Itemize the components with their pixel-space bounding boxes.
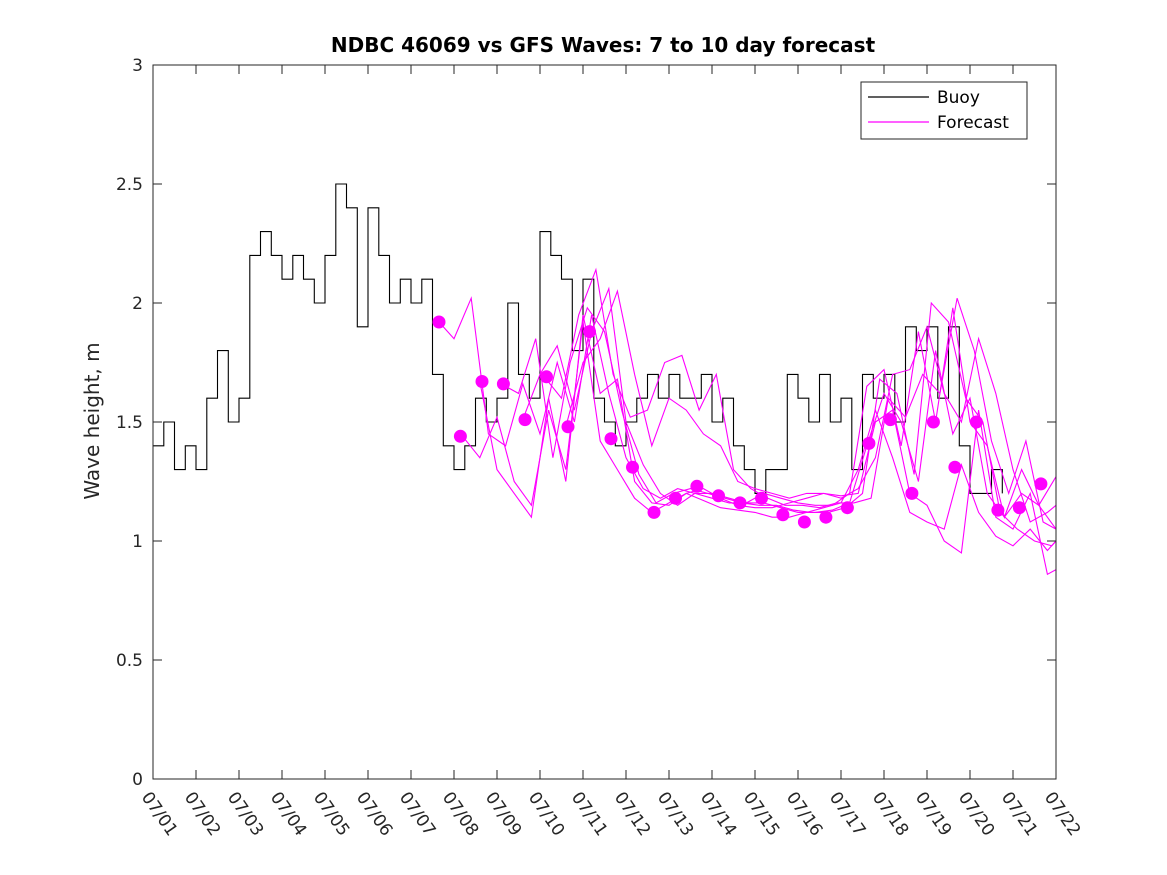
- y-axis-label: Wave height, m: [80, 342, 104, 499]
- forecast-run-line-2: [462, 321, 1057, 552]
- forecast-point: [1034, 477, 1048, 491]
- forecast-run-line-3: [479, 314, 1057, 576]
- forecast-point: [561, 420, 575, 434]
- y-tick-label: 2: [132, 294, 143, 314]
- forecast-point: [905, 486, 919, 500]
- forecast-point: [948, 460, 962, 474]
- forecast-point: [840, 501, 854, 515]
- forecast-point: [583, 325, 596, 339]
- y-tick-label: 0: [132, 770, 143, 790]
- chart-title: NDBC 46069 vs GFS Waves: 7 to 10 day for…: [331, 33, 876, 57]
- forecast-point: [733, 496, 747, 510]
- y-tick-label: 1.5: [116, 413, 143, 433]
- forecast-point: [453, 429, 467, 443]
- forecast-run-line-6: [543, 267, 1057, 530]
- y-tick-label: 1: [132, 532, 143, 552]
- forecast-point: [540, 370, 553, 384]
- y-tick-label: 0.5: [116, 651, 143, 671]
- forecast-point: [862, 436, 876, 450]
- legend: Buoy Forecast: [860, 81, 1028, 140]
- y-tick-label: 2.5: [116, 175, 143, 195]
- series-group: [153, 183, 1057, 576]
- forecast-point: [475, 375, 489, 388]
- forecast-run-line-7: [565, 289, 1057, 523]
- legend-label-buoy: Buoy: [937, 88, 980, 108]
- legend-box: [860, 81, 1028, 140]
- forecast-point: [647, 505, 661, 519]
- forecast-point: [496, 377, 510, 391]
- forecast-point: [926, 415, 940, 429]
- forecast-point: [604, 432, 618, 446]
- forecast-point: [712, 489, 725, 503]
- forecast-point: [991, 503, 1005, 517]
- forecast-point: [1012, 501, 1026, 515]
- forecast-point: [883, 413, 897, 427]
- forecast-point: [626, 460, 639, 474]
- forecast-point: [755, 491, 768, 505]
- forecast-point: [776, 508, 790, 522]
- forecast-run-line-5: [522, 286, 1057, 530]
- forecast-point: [518, 413, 532, 427]
- forecast-point: [797, 515, 811, 529]
- forecast-point: [969, 415, 983, 429]
- forecast-point: [432, 315, 446, 329]
- legend-label-forecast: Forecast: [937, 113, 1009, 133]
- forecast-point: [669, 491, 682, 505]
- forecast-point: [690, 479, 704, 493]
- y-tick-label: 3: [132, 56, 143, 76]
- forecast-point: [819, 510, 833, 524]
